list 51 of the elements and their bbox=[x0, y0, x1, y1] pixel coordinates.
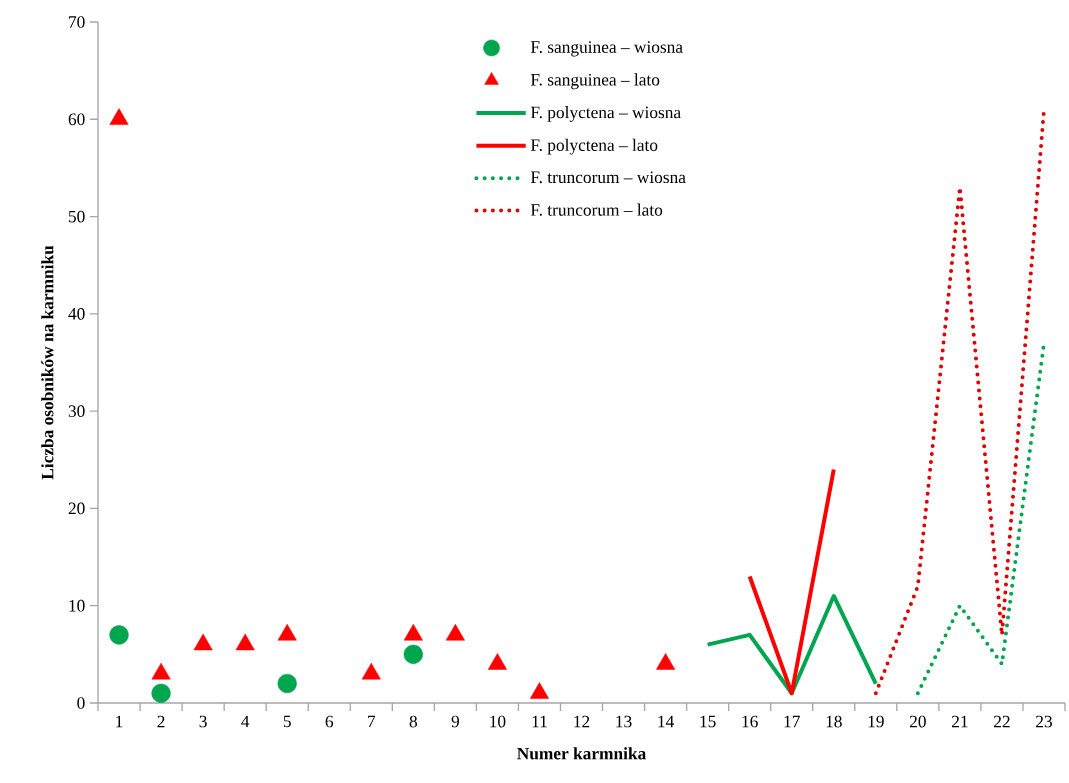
legend-label: F. polyctena – lato bbox=[530, 138, 658, 155]
point bbox=[109, 108, 129, 125]
y-tick-label: 30 bbox=[68, 405, 85, 417]
x-tick-label: 15 bbox=[700, 715, 716, 728]
point bbox=[193, 633, 213, 651]
point bbox=[235, 633, 255, 651]
x-tick-label: 21 bbox=[951, 715, 968, 728]
point bbox=[403, 623, 423, 641]
y-tick-label: 20 bbox=[68, 502, 85, 515]
y-tick-label: 0 bbox=[77, 697, 85, 709]
point bbox=[529, 682, 549, 699]
x-tick-label: 7 bbox=[368, 715, 376, 728]
x-tick-label: 19 bbox=[868, 715, 884, 728]
legend-label: F. truncorum – wiosna bbox=[530, 171, 686, 184]
legend-label: F. truncorum – lato bbox=[530, 203, 663, 216]
legend-label: F. polyctena – wiosna bbox=[530, 106, 681, 122]
x-tick-label: 8 bbox=[409, 715, 418, 728]
point bbox=[361, 662, 381, 680]
x-tick-label: 10 bbox=[490, 715, 506, 728]
point bbox=[445, 623, 465, 641]
x-tick-label: 12 bbox=[574, 715, 590, 728]
x-tick-label: 13 bbox=[616, 715, 632, 728]
legend-label: F. sanguinea – wiosna bbox=[530, 41, 683, 57]
y-tick-label: 10 bbox=[69, 599, 85, 612]
x-tick-label: 5 bbox=[283, 715, 291, 728]
x-tick-label: 16 bbox=[742, 715, 758, 728]
x-tick-label: 11 bbox=[532, 715, 547, 728]
y-tick-label: 60 bbox=[68, 113, 85, 126]
x-tick-label: 4 bbox=[241, 715, 250, 728]
x-axis-title: Numer karmnika bbox=[517, 747, 646, 760]
x-tick-label: 9 bbox=[451, 715, 459, 728]
y-tick-label: 50 bbox=[68, 210, 85, 223]
x-tick-label: 6 bbox=[325, 715, 334, 728]
point bbox=[151, 662, 171, 680]
x-tick-label: 22 bbox=[994, 715, 1010, 728]
y-tick-label: 40 bbox=[68, 308, 85, 320]
point bbox=[487, 653, 507, 670]
x-tick-label: 3 bbox=[199, 715, 207, 728]
x-tick-label: 23 bbox=[1036, 715, 1052, 728]
x-tick-label: 18 bbox=[826, 715, 842, 728]
line-series bbox=[705, 593, 878, 696]
y-tick-label: 70 bbox=[69, 16, 85, 28]
point bbox=[277, 623, 297, 641]
x-tick-label: 14 bbox=[658, 715, 674, 728]
y-axis-title: Liczba osobników na karmniku bbox=[41, 245, 54, 480]
x-tick-label: 2 bbox=[157, 715, 165, 728]
legend-label: F. sanguinea – lato bbox=[530, 73, 660, 90]
x-tick-label: 17 bbox=[784, 715, 800, 728]
x-tick-label: 20 bbox=[909, 715, 926, 728]
x-tick-label: 1 bbox=[116, 715, 123, 728]
point bbox=[656, 653, 676, 670]
